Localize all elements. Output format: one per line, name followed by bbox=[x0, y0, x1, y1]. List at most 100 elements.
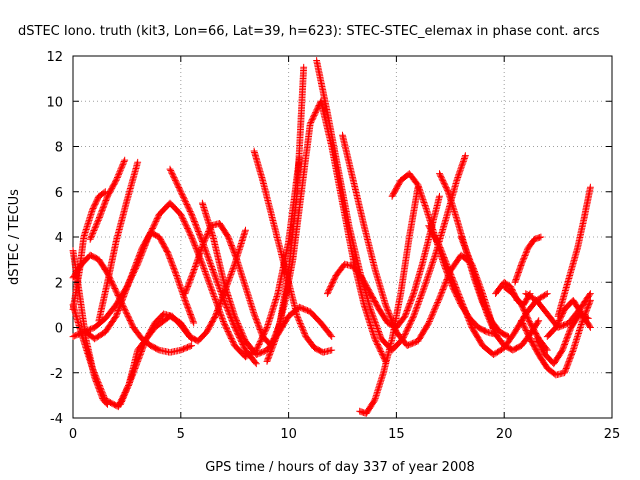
data-point bbox=[236, 334, 243, 341]
data-point bbox=[445, 265, 452, 273]
data-point bbox=[452, 282, 459, 290]
data-point bbox=[94, 379, 102, 386]
data-point bbox=[411, 309, 419, 317]
data-point bbox=[129, 370, 137, 378]
data-point bbox=[401, 312, 409, 320]
data-point bbox=[431, 306, 438, 314]
data-point bbox=[153, 215, 161, 222]
data-point bbox=[568, 349, 576, 357]
data-point bbox=[211, 294, 219, 302]
data-point bbox=[168, 170, 176, 177]
data-point bbox=[121, 290, 129, 297]
data-point bbox=[185, 227, 193, 235]
data-point bbox=[89, 228, 97, 236]
data-point bbox=[137, 349, 145, 357]
data-point bbox=[463, 312, 471, 320]
data-point bbox=[264, 355, 272, 362]
data-point bbox=[225, 329, 232, 337]
data-point bbox=[154, 346, 162, 353]
data-point bbox=[92, 222, 100, 230]
data-point bbox=[207, 282, 214, 290]
data-point bbox=[329, 279, 337, 286]
data-point bbox=[209, 267, 217, 275]
data-point bbox=[440, 178, 447, 186]
data-point bbox=[97, 209, 105, 217]
data-point bbox=[436, 170, 443, 177]
data-point bbox=[181, 297, 189, 304]
data-point bbox=[441, 280, 449, 288]
data-point bbox=[186, 342, 194, 350]
data-point bbox=[429, 309, 437, 317]
data-point bbox=[128, 319, 135, 327]
data-point bbox=[123, 385, 131, 392]
data-point bbox=[521, 324, 529, 332]
data-point bbox=[439, 251, 447, 258]
data-point bbox=[186, 208, 194, 215]
data-point bbox=[221, 322, 229, 330]
data-point bbox=[524, 315, 532, 323]
data-point bbox=[405, 322, 413, 330]
data-point bbox=[519, 256, 527, 264]
data-point bbox=[239, 331, 247, 339]
data-point bbox=[410, 312, 417, 320]
data-point bbox=[307, 119, 315, 126]
data-point bbox=[92, 199, 99, 207]
data-point bbox=[180, 195, 188, 203]
data-point bbox=[436, 171, 444, 179]
data-point bbox=[427, 315, 434, 322]
x-tick-label: 5 bbox=[177, 427, 185, 442]
data-point bbox=[252, 360, 260, 368]
data-point bbox=[205, 255, 213, 263]
data-point bbox=[308, 116, 316, 123]
data-point bbox=[524, 329, 531, 337]
data-point bbox=[174, 182, 182, 190]
data-point bbox=[295, 317, 303, 324]
data-point bbox=[426, 318, 433, 325]
data-point bbox=[190, 239, 198, 247]
data-point bbox=[441, 181, 449, 189]
data-point bbox=[182, 199, 190, 207]
data-point bbox=[171, 175, 179, 183]
data-point bbox=[118, 396, 126, 404]
data-point bbox=[373, 339, 381, 347]
data-point bbox=[132, 363, 139, 371]
data-point bbox=[234, 320, 242, 327]
data-point bbox=[217, 312, 225, 319]
data-point bbox=[409, 314, 417, 321]
data-point bbox=[462, 309, 470, 317]
data-point bbox=[124, 383, 132, 391]
data-point bbox=[430, 307, 438, 315]
data-point bbox=[432, 302, 440, 309]
data-point bbox=[387, 314, 395, 322]
data-point bbox=[93, 376, 101, 384]
data-point bbox=[436, 294, 443, 302]
data-point bbox=[367, 306, 374, 313]
data-point bbox=[324, 290, 331, 297]
data-point bbox=[564, 359, 572, 367]
data-point bbox=[233, 317, 240, 324]
data-point bbox=[301, 330, 308, 337]
data-point bbox=[437, 246, 445, 254]
data-point bbox=[325, 287, 333, 295]
data-point bbox=[117, 399, 125, 407]
data-point bbox=[327, 283, 335, 290]
data-point bbox=[124, 283, 131, 290]
data-point bbox=[191, 263, 199, 270]
data-point bbox=[151, 219, 159, 227]
x-tick-label: 15 bbox=[388, 427, 405, 442]
data-point bbox=[126, 377, 134, 385]
data-point bbox=[119, 161, 127, 168]
data-point bbox=[484, 313, 492, 321]
data-point bbox=[465, 253, 472, 261]
data-point bbox=[101, 198, 109, 206]
data-point bbox=[99, 205, 106, 213]
data-point bbox=[427, 313, 435, 321]
data-point bbox=[217, 289, 225, 297]
data-point bbox=[462, 246, 470, 254]
data-point bbox=[376, 346, 384, 354]
data-point bbox=[207, 260, 214, 267]
series-arc-18 bbox=[356, 183, 422, 417]
data-point bbox=[262, 326, 270, 334]
data-point bbox=[208, 263, 215, 270]
data-point bbox=[311, 110, 319, 118]
